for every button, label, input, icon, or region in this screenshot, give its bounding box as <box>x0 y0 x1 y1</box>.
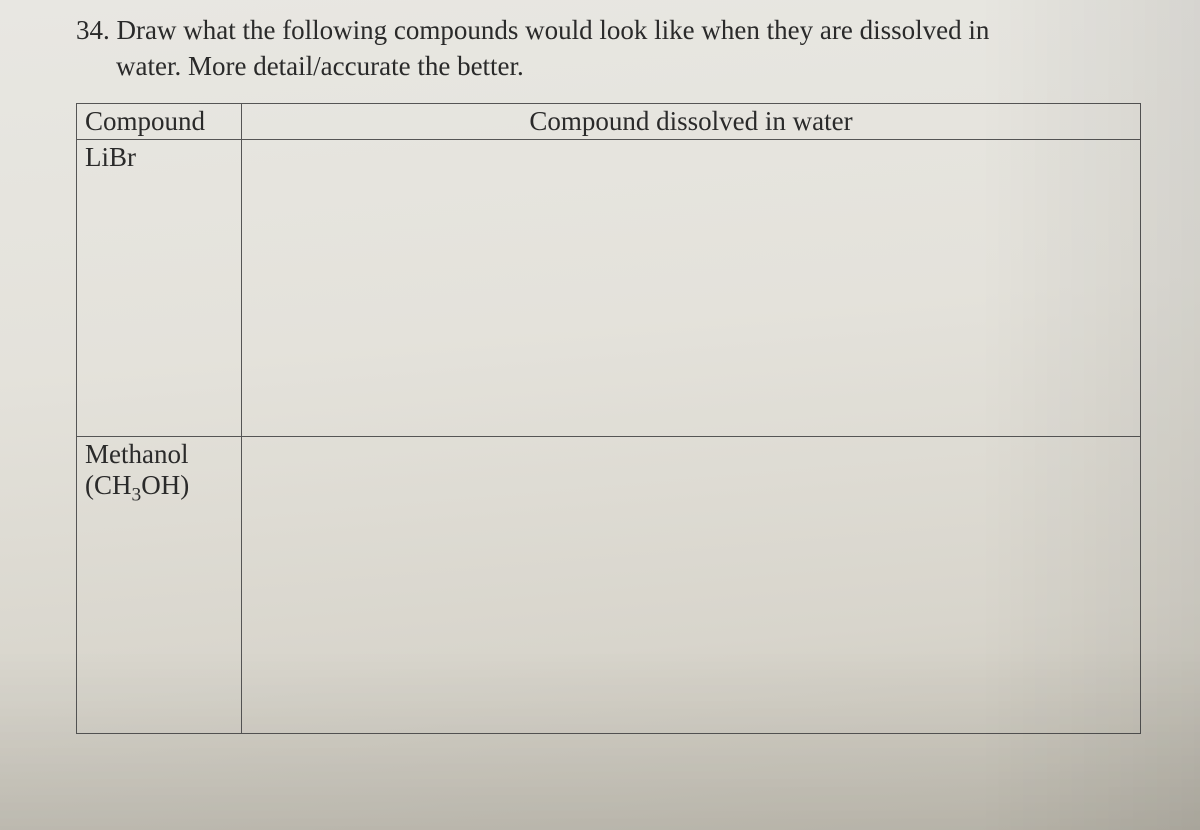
compound-cell-libr: LiBr <box>77 139 242 436</box>
question-line2: water. More detail/accurate the better. <box>116 48 1160 84</box>
worksheet-page: 34. Draw what the following compounds wo… <box>0 0 1200 734</box>
question-line1: Draw what the following compounds would … <box>117 15 990 45</box>
compound-formula-sub: 3 <box>132 484 142 505</box>
compound-formula-pre: (CH <box>85 470 132 500</box>
table-row: Methanol (CH3OH) <box>77 436 1141 733</box>
table-header-row: Compound Compound dissolved in water <box>77 103 1141 139</box>
header-dissolved: Compound dissolved in water <box>242 103 1141 139</box>
compound-cell-methanol: Methanol (CH3OH) <box>77 436 242 733</box>
compound-formula-post: OH) <box>141 470 189 500</box>
table-row: LiBr <box>77 139 1141 436</box>
question-text: 34. Draw what the following compounds wo… <box>76 12 1160 85</box>
compound-name: Methanol <box>85 439 188 469</box>
header-compound: Compound <box>77 103 242 139</box>
dissolved-cell-libr <box>242 139 1141 436</box>
dissolved-cell-methanol <box>242 436 1141 733</box>
question-number: 34. <box>76 15 110 45</box>
compound-table: Compound Compound dissolved in water LiB… <box>76 103 1141 734</box>
